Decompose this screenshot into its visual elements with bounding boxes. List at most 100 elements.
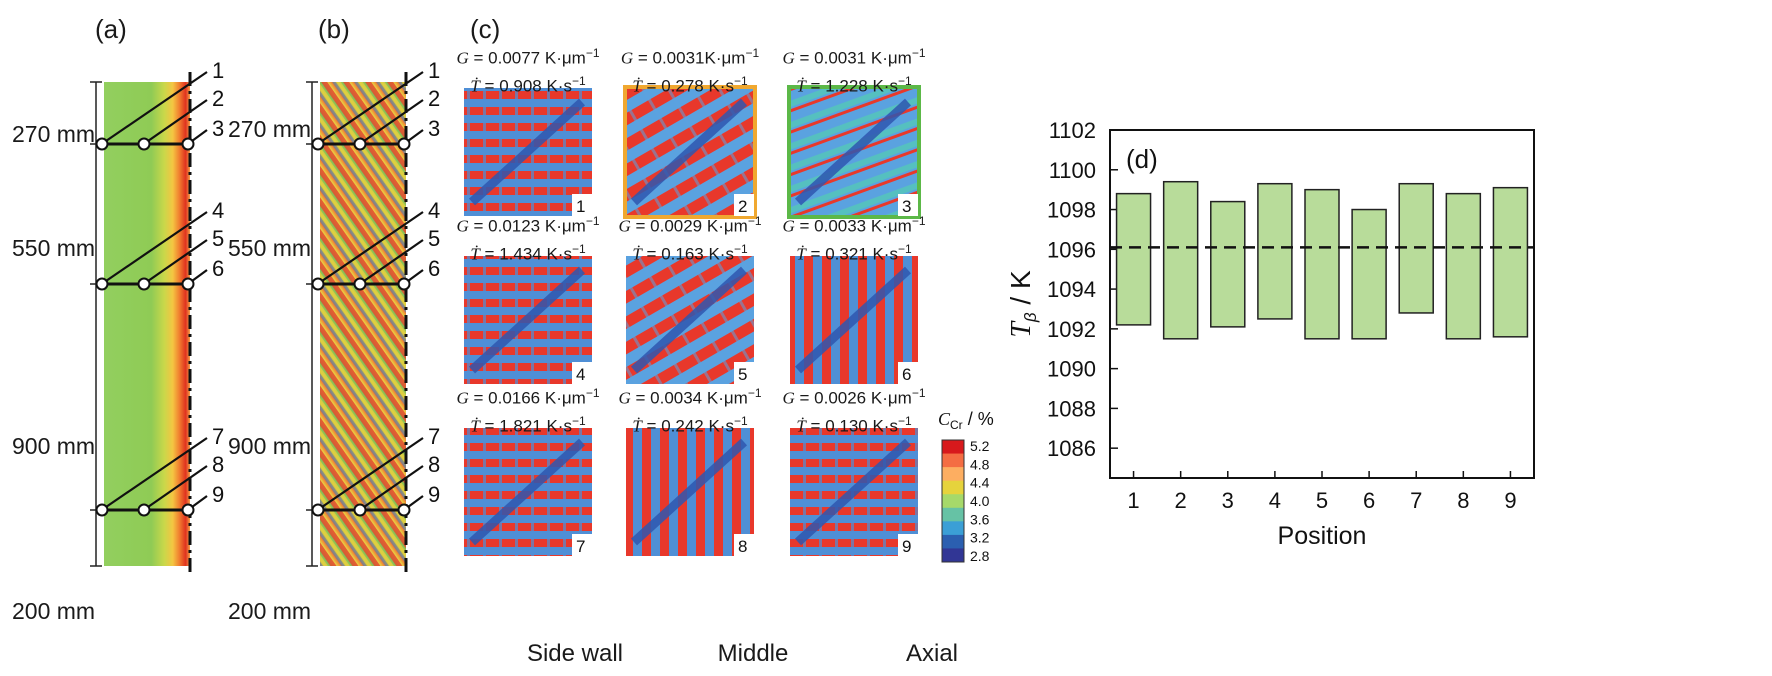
cell-id-label: 7 — [576, 537, 585, 556]
cell-id-bg — [898, 534, 918, 556]
cell-id-bg — [572, 362, 592, 384]
colorbar-tick-label: 5.2 — [970, 438, 990, 454]
colorbar-segment — [942, 521, 964, 536]
y-tick-label: 1092 — [1047, 317, 1096, 342]
colorbar-frame — [941, 439, 965, 563]
marker-number-a: 5 — [212, 226, 224, 251]
bar-position-2 — [1162, 180, 1199, 340]
dendrite-trunk — [794, 438, 912, 546]
cell-id-label: 9 — [902, 537, 911, 556]
y-tick-label: 1100 — [1049, 158, 1096, 183]
cell-id-bg — [734, 194, 754, 216]
marker-leader-b — [321, 437, 424, 508]
marker-leader-b — [363, 239, 424, 282]
cooling-rate-value: 0.278 K·s — [661, 76, 734, 96]
cell-id-bg — [572, 194, 592, 216]
cooling-rate-value: 0.163 K·s — [661, 244, 734, 264]
colorbar-segment — [942, 494, 964, 509]
gradient-value: 0.0166 K·μm — [488, 388, 586, 408]
marker-dot-b — [353, 137, 367, 151]
cooling-rate-value: 0.908 K·s — [499, 76, 572, 96]
marker-leader-b — [321, 71, 424, 142]
cell-highlight-border — [787, 85, 921, 219]
x-tick-label: 5 — [1316, 488, 1328, 513]
segment-label-2: 550 mm — [12, 235, 96, 261]
marker-leader-a — [191, 495, 208, 508]
segment-label-1: 270 mm — [12, 121, 96, 147]
marker-dot-b — [397, 137, 411, 151]
bar-position-6 — [1351, 208, 1387, 340]
cooling-rate-value: 0.130 K·s — [825, 416, 898, 436]
cell-id-label: 1 — [576, 197, 585, 216]
cell-id-bg — [572, 534, 592, 556]
marker-dot-a — [137, 503, 151, 517]
bar-position-9 — [1492, 186, 1529, 338]
x-axis-label: Position — [1278, 522, 1367, 550]
marker-dot-a — [181, 137, 195, 151]
segment-label-4: 200 mm — [12, 598, 96, 624]
x-tick-label: 8 — [1457, 488, 1469, 513]
marker-leader-b — [363, 99, 424, 142]
y-tick-label: 1096 — [1047, 237, 1096, 262]
cell-caption-1: G = 0.0077 K·μm−1 Ṫ = 0.908 K·s−1 — [456, 46, 600, 96]
marker-number-b: 6 — [428, 256, 440, 281]
marker-number-b: 8 — [428, 452, 440, 477]
y-tick-label: 1088 — [1047, 396, 1096, 421]
colorbar: 5.2 4.8 4.4 4.0 3.6 3.2 2.8 CCr / % — [938, 409, 994, 564]
casting-panel-a: 1 2 3 4 5 6 7 8 9 — [90, 58, 224, 576]
cooling-rate-value: 0.321 K·s — [825, 244, 898, 264]
column-label-axial: Axial — [905, 640, 959, 667]
marker-dot-b — [353, 277, 367, 291]
cell-id-label: 3 — [902, 197, 911, 216]
cooling-rate-value: 1.228 K·s — [825, 76, 898, 96]
x-tick-label: 4 — [1269, 488, 1281, 513]
panel-label-c: (c) — [470, 14, 501, 44]
gradient-value: 0.0031 K·μm — [814, 48, 912, 68]
colorbar-tick-label: 4.0 — [970, 493, 990, 509]
marker-leader-a — [191, 129, 208, 142]
segment-label-b2: 550 mm — [228, 235, 312, 261]
x-tick-label: 9 — [1504, 488, 1516, 513]
cooling-rate-value: 1.434 K·s — [499, 244, 572, 264]
column-label-side-wall: Side wall — [526, 640, 624, 667]
y-axis-label: Tβ / K — [1005, 270, 1040, 338]
bar-position-4 — [1257, 182, 1293, 320]
cooling-rate-value: 1.821 K·s — [499, 416, 572, 436]
marker-leader-b — [407, 129, 424, 142]
marker-number-b: 9 — [428, 482, 440, 507]
dendrite-trunk — [468, 438, 586, 546]
dendrite-trunk — [794, 266, 912, 374]
marker-number-b: 5 — [428, 226, 440, 251]
cell-id-label: 6 — [902, 365, 911, 384]
position-temperature-chart: 1086 1088 1090 1092 1094 1096 1098 1100 1102 1 2 3 4… — [1005, 118, 1535, 550]
marker-dot-a — [137, 137, 151, 151]
casting-body-b — [320, 82, 406, 566]
marker-leader-a — [147, 465, 208, 508]
colorbar-segment — [942, 480, 964, 495]
marker-leader-b — [407, 495, 424, 508]
cell-id-label: 5 — [738, 365, 747, 384]
gradient-value: 0.0123 K·μm — [488, 216, 586, 236]
marker-number-b: 7 — [428, 424, 440, 449]
marker-number-b: 1 — [428, 58, 440, 83]
marker-number-a: 8 — [212, 452, 224, 477]
colorbar-title: CCr / % — [938, 409, 994, 432]
marker-number-a: 7 — [212, 424, 224, 449]
marker-leader-a — [105, 71, 208, 142]
marker-number-a: 2 — [212, 86, 224, 111]
cooling-rate-value: 0.242 K·s — [661, 416, 734, 436]
colorbar-tick-label: 4.4 — [970, 475, 990, 491]
y-tick-label: 1102 — [1049, 118, 1096, 143]
gradient-value: 0.0031K·μm — [652, 48, 746, 68]
x-tick-label: 6 — [1363, 488, 1375, 513]
marker-dot-b — [311, 503, 325, 517]
colorbar-segment — [942, 453, 964, 468]
dendrite-trunk — [630, 438, 748, 546]
colorbar-segment — [942, 548, 964, 563]
marker-dot-a — [95, 137, 109, 151]
marker-number-b: 2 — [428, 86, 440, 111]
colorbar-segment — [942, 440, 964, 455]
gradient-value: 0.0033 K·μm — [814, 216, 912, 236]
y-tick-label: 1090 — [1047, 357, 1096, 382]
